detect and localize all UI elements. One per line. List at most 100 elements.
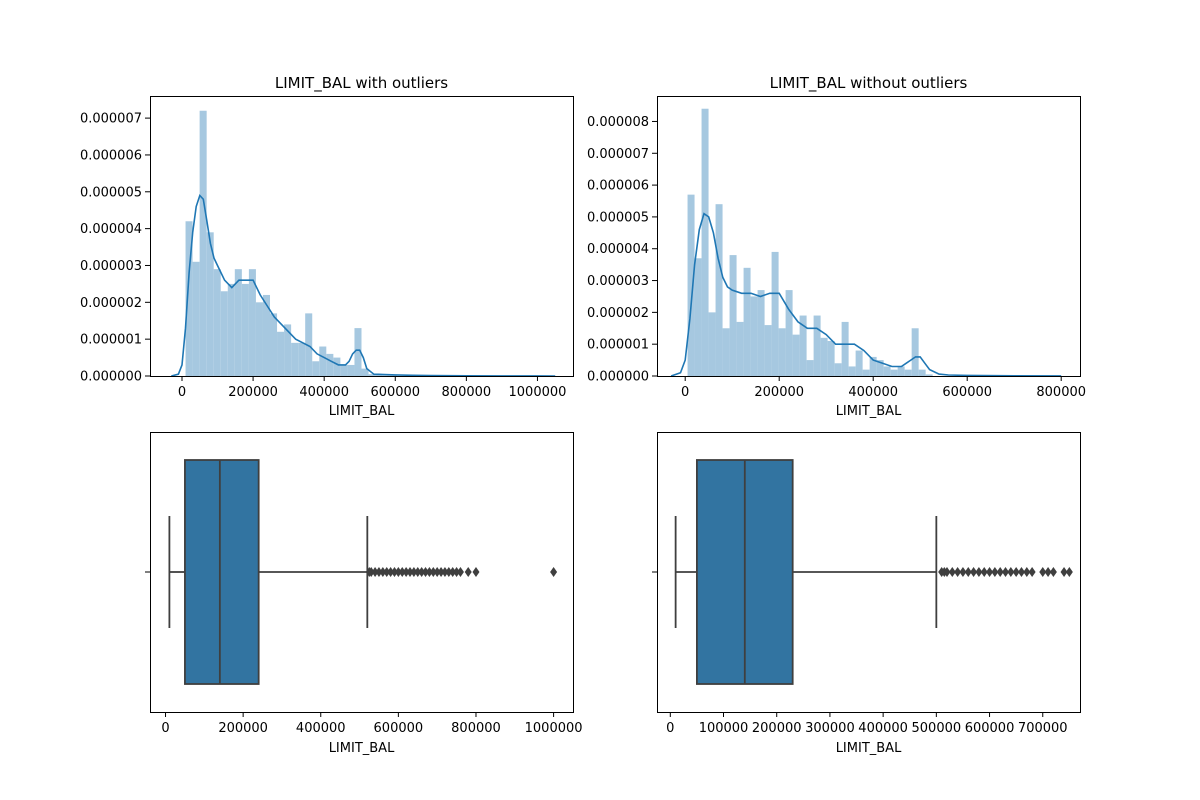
boxplot-with-outliers-outlier-point [406, 567, 414, 577]
boxplot-with-outliers-box [168, 459, 369, 685]
boxplot-without-outliers-outlier-point [1012, 567, 1020, 577]
boxplot-without-outliers-outliers [938, 567, 1073, 577]
histogram-without-outliers-bar [799, 315, 807, 376]
boxplot-without-outliers-outlier-point [1017, 567, 1025, 577]
histogram-without-outliers-bar [722, 328, 730, 376]
histogram-without-outliers-kde-line [670, 212, 1062, 377]
histogram-without-outliers-y-tick-label: 0.000002 [587, 306, 649, 321]
histogram-without-outliers-y-tick-label: 0.000005 [587, 210, 649, 225]
boxplot-with-outliers-x-tick-label: 0 [161, 721, 169, 736]
histogram-with-outliers-y-tick-label: 0.000000 [80, 370, 142, 385]
boxplot-with-outliers-outlier-point [445, 567, 453, 577]
histogram-without-outliers-bar [736, 321, 744, 376]
boxplot-without-outliers-frame [657, 432, 1081, 713]
histogram-without-outliers-bar [813, 315, 821, 376]
boxplot-with-outliers-outlier-point [433, 567, 441, 577]
histogram-with-outliers-bar [361, 368, 369, 376]
histogram-with-outliers-x-tick-label: 800000 [442, 385, 492, 400]
histogram-with-outliers-x-tick-label: 400000 [299, 385, 349, 400]
histogram-without-outliers-bar [771, 251, 779, 376]
histogram-without-outliers-bar [757, 290, 765, 376]
boxplot-with-outliers-outlier-point [375, 567, 383, 577]
histogram-with-outliers-x-axis-label: LIMIT_BAL [329, 404, 395, 419]
histogram-without-outliers-bar [785, 290, 793, 376]
boxplot-without-outliers-outlier-point [991, 567, 999, 577]
histogram-with-outliers-y-ticks: 0.000000 0.000001 0.000002 0.000003 0.000004… [80, 112, 150, 385]
histogram-with-outliers-bar [234, 269, 242, 376]
boxplot-without-outliers-outlier-point [1028, 567, 1036, 577]
histogram-with-outliers-bar [333, 357, 341, 376]
boxplot-with-outliers-outliers [365, 567, 558, 577]
histogram-without-outliers-x-tick-label: 200000 [754, 385, 804, 400]
boxplot-with-outliers-outlier-point [425, 567, 433, 577]
histogram-without-outliers-bar [883, 366, 891, 376]
boxplot-with-outliers-outlier-point [383, 567, 391, 577]
boxplot-without-outliers-outlier-point [986, 567, 994, 577]
histogram-with-outliers-bar [248, 269, 256, 376]
histogram-without-outliers-x-tick-label: 800000 [1036, 385, 1086, 400]
boxplot-without-outliers-outlier-point [948, 567, 956, 577]
boxplot-with-outliers-x-tick-label: 200000 [218, 721, 268, 736]
boxplot-with-outliers-frame [150, 432, 574, 713]
histogram-with-outliers-x-tick-label: 1000000 [509, 385, 567, 400]
boxplot-with-outliers-x-axis-label: LIMIT_BAL [329, 741, 395, 756]
histogram-without-outliers-bar [869, 356, 877, 376]
histogram-with-outliers-y-tick-label: 0.000007 [80, 112, 142, 127]
boxplot-with-outliers-x-tick-label: 800000 [451, 721, 501, 736]
histogram-with-outliers-bar [354, 328, 362, 376]
histogram-with-outliers-y-tick-label: 0.000004 [80, 222, 142, 237]
boxplot-with-outliers-outlier-point [410, 567, 418, 577]
histogram-without-outliers-x-axis-label: LIMIT_BAL [836, 404, 902, 419]
histogram-with-outliers-bar [241, 283, 249, 376]
boxplot-with-outliers-outlier-point [456, 567, 464, 577]
histogram-without-outliers-bar [687, 194, 695, 376]
boxplot-with-outliers-outlier-point [449, 567, 457, 577]
histogram-without-outliers-bar [925, 374, 933, 376]
boxplot-without-outliers-x-tick-label: 0 [666, 721, 674, 736]
boxplot-with-outliers-outlier-point [379, 567, 387, 577]
histogram-with-outliers-bar [213, 269, 221, 376]
boxplot-without-outliers-outlier-point [996, 567, 1004, 577]
histogram-with-outliers-bar [206, 232, 214, 376]
histogram-without-outliers-x-tick-label: 400000 [848, 385, 898, 400]
histogram-without-outliers-bar [778, 328, 786, 376]
boxplot-with-outliers-x-tick-label: 600000 [374, 721, 424, 736]
boxplot-with-outliers-outlier-point [414, 567, 422, 577]
boxplot-with-outliers-outlier-point [390, 567, 398, 577]
boxplot-without-outliers-x-ticks: 0 100000 200000 300000 400000 500000 600000 700… [666, 712, 1068, 736]
histogram-with-outliers-title: LIMIT_BAL with outliers [275, 74, 448, 93]
boxplot-with-outliers-outlier-point [453, 567, 461, 577]
histogram-without-outliers-y-tick-label: 0.000003 [587, 274, 649, 289]
histogram-with-outliers-y-tick-label: 0.000006 [80, 148, 142, 163]
boxplot-without-outliers-outlier-point [1060, 567, 1068, 577]
boxplot-without-outliers-box [674, 459, 938, 685]
histogram-with-outliers-frame [150, 96, 574, 377]
boxplot-with-outliers-x-tick-label: 400000 [296, 721, 346, 736]
histogram-with-outliers-bar [262, 294, 271, 376]
boxplot-with-outliers-x-tick-label: 1000000 [525, 721, 583, 736]
histogram-without-outliers-y-tick-label: 0.000006 [587, 179, 649, 194]
boxplot-without-outliers-outlier-point [954, 567, 962, 577]
histogram-with-outliers-bar [270, 313, 278, 376]
histogram-without-outliers-y-tick-label: 0.000008 [587, 115, 649, 130]
boxplot-without-outliers-x-tick-label: 500000 [912, 721, 962, 736]
histogram-with-outliers-x-tick-label: 600000 [370, 385, 420, 400]
histogram-without-outliers-bar [820, 337, 828, 376]
histogram-with-outliers-bar [227, 283, 235, 376]
boxplot-with-outliers-outlier-point [387, 567, 395, 577]
boxplot-without-outliers-outlier-point [975, 567, 983, 577]
histogram-without-outliers-y-ticks: 0.000000 0.000001 0.000002 0.000003 0.000004… [587, 115, 657, 385]
histogram-without-outliers-bar [904, 369, 912, 376]
boxplot-with-outliers-outlier-point [402, 567, 410, 577]
histogram-without-outliers-bar [862, 369, 870, 376]
histogram-without-outliers-y-tick-label: 0.000000 [587, 370, 649, 385]
histogram-with-outliers-kde-line [171, 193, 556, 377]
histogram-with-outliers-x-ticks: 0 200000 400000 600000 800000 1000000 [178, 376, 567, 400]
boxplot-without-outliers-outlier-point [1044, 567, 1052, 577]
boxplot-without-outliers-x-axis-label: LIMIT_BAL [836, 741, 902, 756]
boxplot-without-outliers-outlier-point [1002, 567, 1010, 577]
boxplot-without-outliers-x-tick-label: 600000 [965, 721, 1015, 736]
histogram-with-outliers-y-tick-label: 0.000005 [80, 185, 142, 200]
boxplot-with-outliers-iqr-box [184, 459, 260, 685]
boxplot-with-outliers-outlier-point [398, 567, 406, 577]
